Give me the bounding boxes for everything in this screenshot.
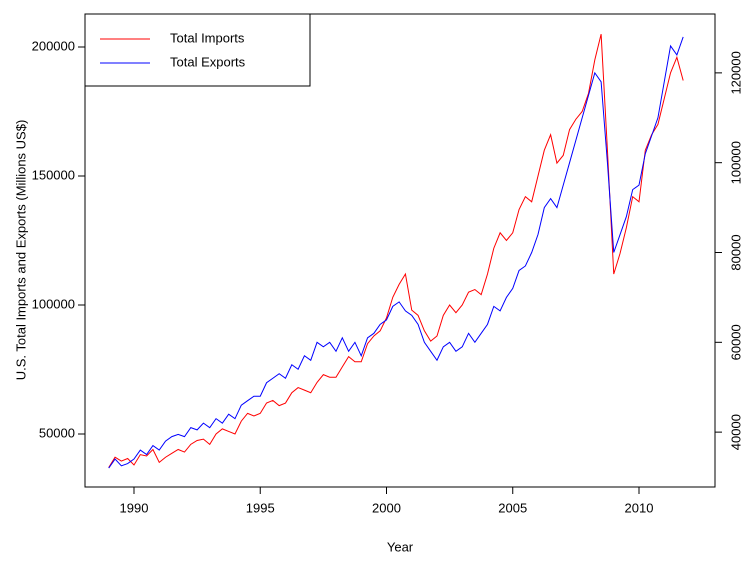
y2-tick-label: 100000 (728, 141, 743, 184)
y2-tick-label: 40000 (728, 414, 743, 450)
x-tick-label: 2005 (498, 500, 527, 515)
legend-label: Total Exports (170, 54, 246, 69)
plot-box (84, 13, 716, 488)
y2-tick-label: 60000 (728, 324, 743, 360)
y-tick-label: 150000 (32, 167, 75, 182)
y-axis-label: U.S. Total Imports and Exports (Millions… (13, 120, 28, 381)
series-line (108, 36, 684, 469)
y-tick-label: 50000 (39, 425, 75, 440)
x-tick-label: 2000 (372, 500, 401, 515)
x-tick-label: 1995 (246, 500, 275, 515)
legend-box (84, 13, 311, 87)
x-tick-label: 1990 (120, 500, 149, 515)
x-tick-label: 2010 (625, 500, 654, 515)
y-tick-label: 200000 (32, 38, 75, 53)
y2-tick-label: 120000 (728, 51, 743, 94)
x-axis-label: Year (387, 539, 414, 554)
legend-label: Total Imports (170, 30, 245, 45)
y-tick-label: 100000 (32, 296, 75, 311)
series-line (108, 33, 684, 468)
y2-tick-label: 80000 (728, 234, 743, 270)
